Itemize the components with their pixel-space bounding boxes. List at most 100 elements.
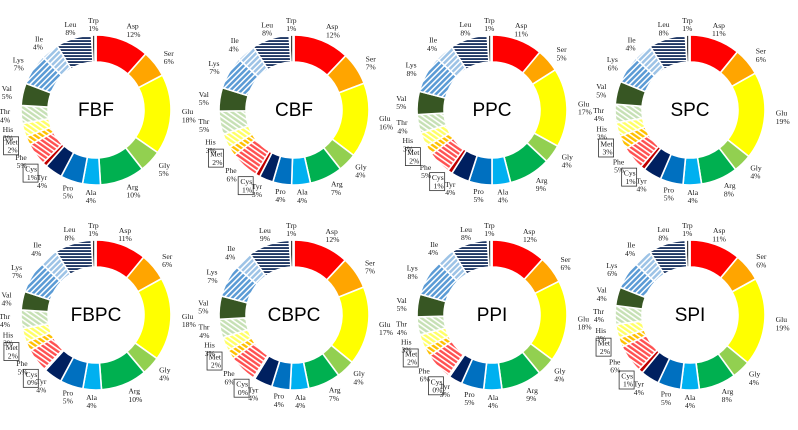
slice-label-ppi-ile: Ile 4%	[428, 240, 439, 257]
label-box-ppi-met	[402, 348, 419, 368]
slice-label-fbpc-his: His 3%	[3, 330, 14, 347]
slice-label-spc-tyr: Tyr 4%	[636, 176, 647, 193]
slice-label-cbf-val: Val 5%	[199, 90, 210, 107]
slice-label-ppc-cys: Cys 1%	[432, 173, 445, 190]
slice-label-spi-asp: Asp 11%	[712, 226, 726, 243]
slice-label-fbf-lys: Lys 7%	[13, 55, 25, 72]
slice-label-fbpc-phe: Phe 5%	[16, 359, 28, 376]
slice-label-ppc-asp: Asp 11%	[514, 21, 528, 38]
slice-fbpc-trp	[90, 239, 97, 268]
slice-label-spc-val: Val 5%	[596, 82, 607, 99]
slice-label-cbpc-his: His 3%	[204, 341, 215, 358]
donut-chart-ppc: Asp 11% Ser 5% Glu 17% Gly 4% Arg 9% Ala 4% Pro 5% Tyr…	[396, 16, 592, 204]
slice-label-spc-glu: Glu 19%	[776, 109, 791, 126]
slice-label-cbf-gly: Gly 4%	[355, 162, 367, 179]
slice-label-fbf-ser: Ser 6%	[164, 49, 175, 66]
slice-label-cbf-phe: Phe 6%	[225, 166, 237, 183]
slice-label-spc-his: His 3%	[596, 124, 607, 141]
label-box-ppc-met	[404, 147, 421, 166]
slice-label-ppc-met: Met 2%	[407, 148, 420, 165]
donut-chart-spi: Asp 11% Ser 6% Glu 19% Gly 4% Arg 8% Ala 4% Pro 5% Tyr…	[593, 221, 790, 410]
donut-chart-cbf: Asp 12% Ser 7% Glu 16% Gly 4% Arg 7% Ala 4% Pro 4% Tyr…	[198, 16, 393, 205]
donut-chart-spc: Asp 11% Ser 6% Glu 19% Gly 4% Arg 8% Ala 4% Pro 5% Tyr…	[593, 16, 790, 205]
slice-label-cbpc-ile: Ile 4%	[225, 244, 236, 261]
label-box-fbf-met	[3, 136, 19, 156]
slice-label-cbpc-ala: Ala 4%	[295, 393, 307, 410]
slice-spc-trp	[684, 34, 691, 63]
slice-label-ppi-lys: Lys 8%	[407, 264, 419, 281]
slice-label-spc-ala: Ala 4%	[687, 188, 699, 205]
slice-label-ppi-phe: Phe 6%	[418, 366, 430, 383]
slice-label-ppi-his: His 3%	[401, 338, 412, 355]
chart-title-spc: SPC	[670, 100, 709, 121]
slice-label-fbf-met: Met 2%	[5, 137, 18, 154]
slice-label-spc-asp: Asp 11%	[712, 21, 726, 38]
slice-label-spc-gly: Gly 4%	[750, 163, 762, 180]
slice-label-ppi-arg: Arg 9%	[526, 386, 538, 403]
slice-label-fbpc-lys: Lys 7%	[11, 263, 23, 280]
slice-label-spc-lys: Lys 6%	[607, 55, 619, 72]
slice-label-spc-cys: Cys 1%	[624, 169, 637, 186]
slice-label-fbf-val: Val 5%	[2, 84, 13, 101]
slice-label-fbf-glu: Glu 18%	[182, 107, 197, 124]
slice-label-ppc-thr: Thr 4%	[397, 118, 409, 135]
slice-label-ppc-pro: Pro 5%	[473, 187, 484, 204]
slice-label-cbpc-pro: Pro 4%	[274, 392, 285, 409]
slice-label-ppi-leu: Leu 8%	[460, 225, 472, 242]
donut-chart-fbpc: Asp 11% Ser 6% Glu 18% Gly 4% Arg 10% Ala 4% Pro 5% Ty…	[0, 221, 196, 410]
chart-title-spi: SPI	[675, 305, 706, 326]
chart-title-cbpc: CBPC	[268, 305, 321, 326]
slice-label-fbf-ala: Ala 4%	[85, 188, 97, 205]
slice-label-cbf-trp: Trp 1%	[286, 16, 297, 33]
slice-label-ppc-ile: Ile 4%	[427, 36, 438, 53]
slice-label-ppc-leu: Leu 8%	[460, 20, 472, 37]
slice-cbf-trp	[288, 34, 295, 63]
slice-label-fbpc-met: Met 2%	[6, 343, 19, 360]
label-box-fbpc-cys	[22, 368, 39, 388]
slice-label-spi-glu: Glu 19%	[776, 315, 791, 332]
slice-label-spi-his: His 3%	[596, 326, 607, 343]
slice-label-cbf-ala: Ala 4%	[297, 188, 309, 205]
slice-label-fbf-cys: Cys 1%	[25, 165, 38, 182]
slice-label-cbf-leu: Leu 8%	[261, 20, 273, 37]
label-box-spc-cys	[621, 167, 638, 187]
slice-label-ppc-val: Val 5%	[396, 94, 407, 111]
slice-label-ppc-lys: Lys 8%	[406, 61, 418, 78]
slice-label-cbf-tyr: Tyr 3%	[252, 182, 263, 199]
slice-label-cbpc-tyr: Tyr 4%	[248, 385, 259, 402]
slice-label-spc-arg: Arg 8%	[724, 181, 736, 198]
slice-label-spc-trp: Trp 1%	[682, 16, 693, 33]
slice-label-spi-phe: Phe 6%	[609, 358, 621, 375]
slice-label-ppc-arg: Arg 9%	[536, 176, 548, 193]
slice-label-ppi-cys: Cys 0%	[431, 377, 444, 394]
slice-label-fbpc-ile: Ile 4%	[31, 241, 42, 258]
slice-label-fbf-asp: Asp 12%	[126, 22, 141, 39]
slice-label-spi-gly: Gly 4%	[749, 370, 761, 387]
slice-label-spc-ile: Ile 4%	[626, 35, 637, 52]
label-box-ppi-cys	[428, 376, 444, 396]
slice-label-cbf-his: His 3%	[205, 138, 216, 155]
chart-title-ppc: PPC	[472, 100, 511, 121]
slice-label-spi-tyr: Tyr 4%	[633, 380, 644, 397]
slice-label-fbpc-glu: Glu 18%	[182, 312, 197, 329]
slice-label-cbf-pro: Pro 4%	[275, 187, 286, 204]
slice-label-cbpc-trp: Trp 1%	[286, 221, 297, 238]
slice-label-fbpc-ser: Ser 6%	[162, 252, 173, 269]
slice-label-spi-ala: Ala 4%	[685, 393, 697, 410]
slice-label-cbpc-lys: Lys 7%	[207, 268, 219, 285]
label-box-spi-met	[595, 337, 612, 357]
slice-label-cbpc-cys: Cys 0%	[236, 380, 249, 397]
slice-label-fbf-his: His 3%	[3, 125, 14, 142]
slice-label-fbpc-gly: Gly 4%	[159, 365, 171, 382]
label-box-fbpc-met	[3, 342, 20, 361]
slice-spi-trp	[684, 239, 691, 268]
slice-label-ppc-glu: Glu 17%	[578, 99, 593, 116]
slice-label-fbpc-thr: Thr 4%	[0, 312, 11, 329]
slice-label-fbpc-trp: Trp 1%	[88, 221, 99, 238]
donut-chart-fbf: Asp 12% Ser 6% Glu 18% Gly 5% Arg 10% Ala 4% Pro 5% Ty…	[0, 16, 196, 205]
slice-fbf-trp	[90, 34, 97, 63]
slice-label-fbpc-cys: Cys 0%	[25, 370, 38, 387]
slice-label-fbf-tyr: Tyr 4%	[37, 173, 48, 190]
slice-label-fbf-trp: Trp 1%	[88, 16, 99, 33]
